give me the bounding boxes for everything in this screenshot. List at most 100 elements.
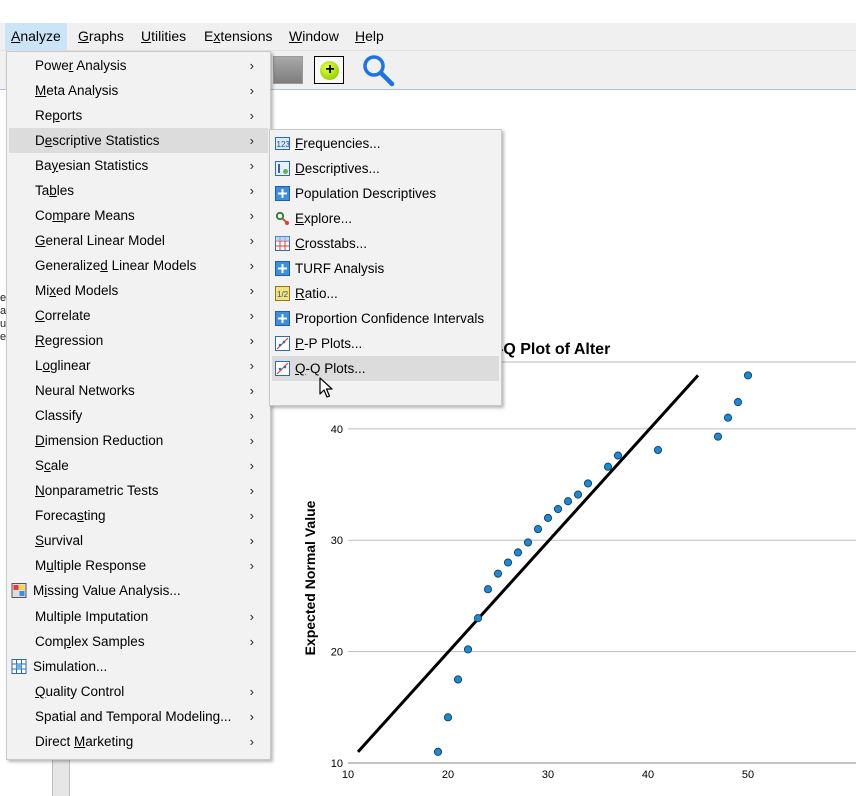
data-point <box>453 675 463 684</box>
descriptive-submenu-p-p-plots[interactable]: P-P Plots... <box>272 331 499 356</box>
plus-box-icon <box>275 261 290 276</box>
menu-graphs-label: Graphs <box>78 28 124 44</box>
search-icon[interactable] <box>360 53 396 87</box>
analyze-menu-multiple-imputation[interactable]: Multiple Imputation › <box>9 604 268 629</box>
menu-window-label: Window <box>289 28 339 44</box>
menu-help[interactable]: Help <box>349 23 390 50</box>
chevron-right-icon: › <box>249 108 254 123</box>
descriptive-statistics-submenu: 123 Frequencies... Descriptives... Populati… <box>269 129 502 406</box>
descriptive-submenu-explore[interactable]: Explore... <box>272 206 499 231</box>
analyze-menu-neural-networks[interactable]: Neural Networks › <box>9 378 268 403</box>
data-point <box>433 747 443 756</box>
analyze-menu-regression[interactable]: Regression › <box>9 328 268 353</box>
analyze-menu-descriptive-statistics[interactable]: Descriptive Statistics › <box>9 128 268 153</box>
analyze-menu-direct-marketing[interactable]: Direct Marketing › <box>9 729 268 754</box>
disabled-toolbar-button[interactable] <box>273 56 303 84</box>
menu-analyze[interactable]: Analyze <box>5 23 67 50</box>
analyze-menu-general-linear-model[interactable]: General Linear Model › <box>9 228 268 253</box>
analyze-menu-tables[interactable]: Tables › <box>9 178 268 203</box>
analyze-menu-complex-samples[interactable]: Complex Samples › <box>9 629 268 654</box>
chevron-right-icon: › <box>249 483 254 498</box>
analyze-menu-item-label: Spatial and Temporal Modeling... <box>35 709 232 724</box>
data-point <box>483 585 493 594</box>
y-axis-label: Expected Normal Value <box>302 500 318 655</box>
qq-plot-icon <box>275 361 290 376</box>
descriptive-submenu-item-label: Descriptives... <box>295 161 380 176</box>
descriptive-submenu-item-label: Q-Q Plots... <box>295 361 366 376</box>
chevron-right-icon: › <box>249 558 254 573</box>
background-text-line: er <box>0 331 10 343</box>
descriptive-submenu-item-label: Population Descriptives <box>295 186 437 201</box>
descriptive-submenu-population-descriptives[interactable]: Population Descriptives <box>272 181 499 206</box>
analyze-menu-bayesian-statistics[interactable]: Bayesian Statistics › <box>9 153 268 178</box>
pp-plot-icon <box>275 336 290 351</box>
descriptive-submenu-item-label: Ratio... <box>295 286 338 301</box>
analyze-menu-spatial-and-temporal-modeling[interactable]: Spatial and Temporal Modeling... › <box>9 704 268 729</box>
chevron-right-icon: › <box>249 609 254 624</box>
descriptive-submenu-crosstabs[interactable]: Crosstabs... <box>272 231 499 256</box>
analyze-menu-item-label: Generalized Linear Models <box>35 258 197 273</box>
analyze-menu-survival[interactable]: Survival › <box>9 528 268 553</box>
analyze-menu-item-label: General Linear Model <box>35 233 165 248</box>
descriptive-submenu-ratio[interactable]: 1/2 Ratio... <box>272 281 499 306</box>
descriptive-submenu-item-label: Crosstabs... <box>295 236 368 251</box>
analyze-menu-item-label: Classify <box>35 408 83 423</box>
menu-window[interactable]: Window <box>283 23 345 50</box>
analyze-menu-multiple-response[interactable]: Multiple Response › <box>9 553 268 578</box>
analyze-menu-scale[interactable]: Scale › <box>9 453 268 478</box>
chevron-right-icon: › <box>249 408 254 423</box>
data-point <box>523 538 533 547</box>
analyze-menu-item-label: Complex Samples <box>35 634 145 649</box>
menu-utilities[interactable]: Utilities <box>135 23 192 50</box>
chevron-right-icon: › <box>249 709 254 724</box>
chevron-right-icon: › <box>249 433 254 448</box>
analyze-menu-power-analysis[interactable]: Power Analysis › <box>9 53 268 78</box>
qq-plot-chart: -Q Plot of Alter Expected Normal Value 1… <box>302 341 856 781</box>
analyze-menu-generalized-linear-models[interactable]: Generalized Linear Models › <box>9 253 268 278</box>
descriptive-submenu-item-label: Explore... <box>295 211 353 226</box>
analyze-menu: Power Analysis › Meta Analysis › Reports › Des… <box>6 51 271 760</box>
analyze-menu-missing-value-analysis[interactable]: Missing Value Analysis... <box>9 578 268 603</box>
data-point <box>733 398 743 407</box>
analyze-menu-simulation[interactable]: Simulation... <box>9 654 268 679</box>
x-tick-label: 30 <box>542 769 554 781</box>
analyze-menu-mixed-models[interactable]: Mixed Models › <box>9 278 268 303</box>
analyze-menu-meta-analysis[interactable]: Meta Analysis › <box>9 78 268 103</box>
analyze-menu-quality-control[interactable]: Quality Control › <box>9 679 268 704</box>
analyze-menu-item-label: Missing Value Analysis... <box>33 583 181 598</box>
chevron-right-icon: › <box>249 83 254 98</box>
chevron-right-icon: › <box>249 308 254 323</box>
descriptive-submenu-turf-analysis[interactable]: TURF Analysis <box>272 256 499 281</box>
y-tick-label: 40 <box>331 424 343 436</box>
analyze-menu-nonparametric-tests[interactable]: Nonparametric Tests › <box>9 478 268 503</box>
background-scrollbar[interactable] <box>52 758 70 796</box>
data-point <box>653 445 663 455</box>
descriptive-submenu-descriptives[interactable]: Descriptives... <box>272 156 499 181</box>
analyze-menu-item-label: Power Analysis <box>35 58 127 73</box>
descriptive-submenu-q-q-plots[interactable]: Q-Q Plots... <box>272 356 499 381</box>
add-toolbar-button[interactable]: + <box>314 56 344 84</box>
analyze-menu-item-label: Descriptive Statistics <box>35 133 160 148</box>
analyze-menu-classify[interactable]: Classify › <box>9 403 268 428</box>
analyze-menu-forecasting[interactable]: Forecasting › <box>9 503 268 528</box>
plus-box-icon <box>275 311 290 326</box>
analyze-menu-loglinear[interactable]: Loglinear › <box>9 353 268 378</box>
chevron-right-icon: › <box>249 333 254 348</box>
data-point <box>583 479 593 488</box>
descriptive-submenu-frequencies[interactable]: 123 Frequencies... <box>272 131 499 156</box>
analyze-menu-item-label: Loglinear <box>35 358 91 373</box>
analyze-menu-compare-means[interactable]: Compare Means › <box>9 203 268 228</box>
menu-graphs[interactable]: Graphs <box>72 23 130 50</box>
menu-extensions[interactable]: Extensions <box>198 23 279 50</box>
simulation-icon <box>11 659 27 674</box>
analyze-menu-item-label: Quality Control <box>35 684 125 699</box>
descriptive-submenu-proportion-confidence-intervals[interactable]: Proportion Confidence Intervals <box>272 306 499 331</box>
analyze-menu-dimension-reduction[interactable]: Dimension Reduction › <box>9 428 268 453</box>
analyze-menu-correlate[interactable]: Correlate › <box>9 303 268 328</box>
data-point <box>533 525 543 534</box>
menu-extensions-label: Extensions <box>204 28 273 44</box>
plus-icon: + <box>325 61 335 78</box>
analyze-menu-reports[interactable]: Reports › <box>9 103 268 128</box>
chevron-right-icon: › <box>249 533 254 548</box>
background-text-line: a <box>0 305 7 317</box>
